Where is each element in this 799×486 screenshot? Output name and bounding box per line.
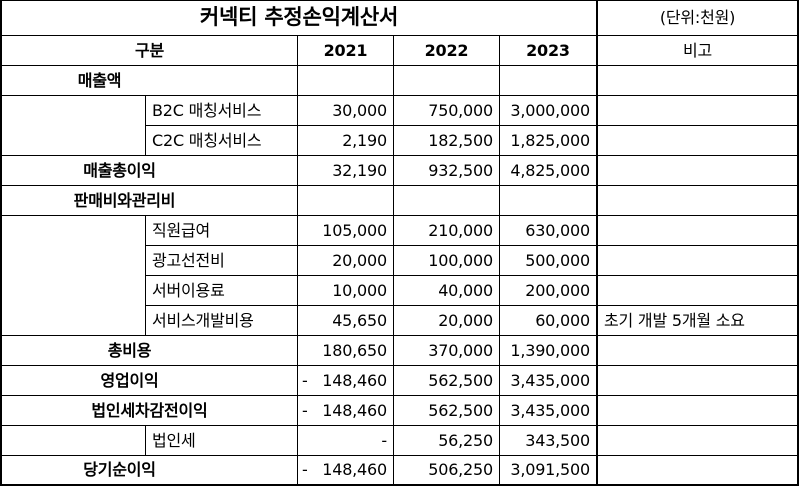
grid-line <box>0 484 799 486</box>
cell-value: 3,435,000 <box>510 370 590 390</box>
grid-line <box>145 125 799 126</box>
row-label-total: 총비용 <box>107 340 152 360</box>
grid-line <box>0 185 799 186</box>
negative-sign: - <box>302 370 308 390</box>
grid-line <box>393 35 394 485</box>
grid-line <box>0 215 799 216</box>
row-label-item: 직원급여 <box>152 220 211 240</box>
grid-line <box>145 245 799 246</box>
grid-line <box>0 0 2 486</box>
row-label-section: 매출액 <box>77 70 122 90</box>
header-category: 구분 <box>134 40 165 60</box>
grid-line <box>0 425 799 426</box>
cell-value-negative: - 148,460 <box>298 366 393 395</box>
cell-value: 148,460 <box>322 370 387 390</box>
cell-value: 3,091,500 <box>510 460 590 479</box>
cell-value: 3,435,000 <box>510 400 590 420</box>
grid-line <box>0 95 799 96</box>
cell-value: 562,500 <box>428 370 493 390</box>
cell-value: 932,500 <box>428 160 493 180</box>
grid-line <box>145 95 146 155</box>
cell-value: 200,000 <box>525 280 590 300</box>
cell-value: 3,000,000 <box>510 100 590 120</box>
grid-line <box>0 335 799 336</box>
header-year: 2021 <box>323 40 368 60</box>
header-year: 2022 <box>424 40 469 60</box>
cell-value: 56,250 <box>438 430 493 450</box>
grid-line <box>596 0 598 486</box>
grid-line <box>499 35 500 485</box>
grid-line <box>0 65 799 66</box>
row-label-item: 서버이용료 <box>152 280 225 300</box>
cell-value: 148,460 <box>322 400 387 420</box>
grid-line <box>145 305 799 306</box>
row-label-total: 당기순이익 <box>83 460 156 479</box>
row-label-section: 판매비와관리비 <box>73 190 176 210</box>
grid-line <box>297 35 298 485</box>
cell-value: 506,250 <box>428 460 493 479</box>
row-label-item: 광고선전비 <box>152 250 225 270</box>
cell-value: 2,190 <box>342 130 387 150</box>
unit-label: (단위:천원) <box>659 7 736 27</box>
row-label-total: 법인세차감전이익 <box>91 400 208 420</box>
grid-line <box>0 155 799 156</box>
cell-value: 1,825,000 <box>510 130 590 150</box>
negative-sign: - <box>302 400 308 420</box>
grid-line <box>0 0 799 1</box>
cell-value: 32,190 <box>332 160 387 180</box>
cell-value: 20,000 <box>438 310 493 330</box>
cell-value: 100,000 <box>428 250 493 270</box>
grid-line <box>0 365 799 366</box>
grid-line <box>145 275 799 276</box>
cell-value: 1,390,000 <box>510 340 590 360</box>
cell-value: 500,000 <box>525 250 590 270</box>
cell-value: 630,000 <box>525 220 590 240</box>
row-label-item: B2C 매칭서비스 <box>152 100 262 120</box>
header-note: 비고 <box>682 40 713 60</box>
cell-value: 562,500 <box>428 400 493 420</box>
cell-value: 4,825,000 <box>510 160 590 180</box>
cell-value: 20,000 <box>332 250 387 270</box>
row-label-item: 서비스개발비용 <box>152 310 254 330</box>
cell-value: 148,460 <box>322 460 387 479</box>
cell-value-negative: - 148,460 <box>298 396 393 425</box>
grid-line <box>797 0 799 486</box>
cell-value: 182,500 <box>428 130 493 150</box>
header-year: 2023 <box>526 40 570 60</box>
row-label-total: 매출총이익 <box>83 160 156 180</box>
grid-line <box>0 35 799 36</box>
cell-value-negative: - 148,460 <box>298 456 393 484</box>
cell-value: 370,000 <box>428 340 493 360</box>
cell-value: 105,000 <box>322 220 387 240</box>
cell-value: - <box>381 430 387 450</box>
cell-value: 45,650 <box>332 310 387 330</box>
row-label-item: C2C 매칭서비스 <box>152 130 262 150</box>
grid-line <box>145 425 146 455</box>
cell-value: 10,000 <box>332 280 387 300</box>
cell-value: 210,000 <box>428 220 493 240</box>
row-label-item: 법인세 <box>152 430 196 450</box>
cell-value: 750,000 <box>428 100 493 120</box>
negative-sign: - <box>302 460 308 479</box>
grid-line <box>0 455 799 456</box>
cell-value: 40,000 <box>438 280 493 300</box>
cell-value: 30,000 <box>332 100 387 120</box>
note-cell: 초기 개발 5개월 소요 <box>604 310 745 330</box>
cell-value: 180,650 <box>322 340 387 360</box>
grid-line <box>0 395 799 396</box>
sheet-title: 커넥티 추정손익계산서 <box>199 5 399 29</box>
grid-line <box>145 215 146 335</box>
cell-value: 343,500 <box>525 430 590 450</box>
cell-value: 60,000 <box>535 310 590 330</box>
row-label-total: 영업이익 <box>100 370 159 390</box>
